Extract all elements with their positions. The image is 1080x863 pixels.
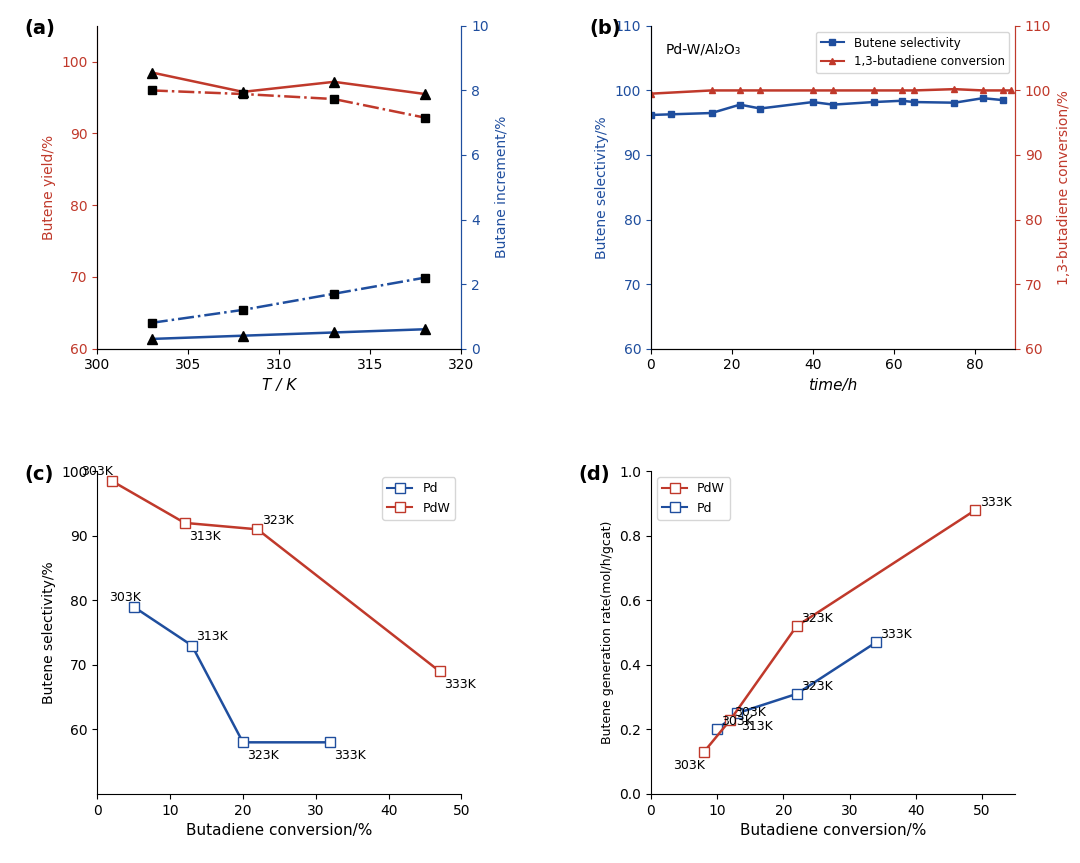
Legend: Pd, PdW: Pd, PdW bbox=[382, 477, 456, 520]
Text: 313K: 313K bbox=[741, 720, 773, 733]
Legend: PdW, Pd: PdW, Pd bbox=[657, 477, 730, 520]
Text: 313K: 313K bbox=[197, 630, 228, 643]
Y-axis label: Butane increment/%: Butane increment/% bbox=[495, 116, 509, 258]
Text: (c): (c) bbox=[25, 465, 54, 484]
Text: 303K: 303K bbox=[109, 591, 140, 604]
Text: 333K: 333K bbox=[444, 678, 475, 691]
Y-axis label: Butene selectivity/%: Butene selectivity/% bbox=[595, 116, 609, 259]
Text: (a): (a) bbox=[25, 20, 55, 39]
Y-axis label: Butene yield/%: Butene yield/% bbox=[41, 135, 55, 240]
X-axis label: time/h: time/h bbox=[809, 378, 858, 393]
Text: (d): (d) bbox=[578, 465, 610, 484]
Text: 333K: 333K bbox=[335, 749, 366, 762]
Y-axis label: Butene selectivity/%: Butene selectivity/% bbox=[41, 561, 55, 704]
Text: 303K: 303K bbox=[673, 759, 705, 772]
Text: 323K: 323K bbox=[247, 749, 279, 762]
Text: 303K: 303K bbox=[721, 715, 753, 728]
Text: Pd-W/Al₂O₃: Pd-W/Al₂O₃ bbox=[665, 42, 741, 56]
Text: 323K: 323K bbox=[800, 612, 833, 625]
Y-axis label: 1,3-butadiene conversion/%: 1,3-butadiene conversion/% bbox=[1057, 90, 1071, 285]
Text: 333K: 333K bbox=[980, 496, 1011, 509]
Text: 333K: 333K bbox=[880, 628, 912, 641]
Text: 323K: 323K bbox=[800, 680, 833, 693]
X-axis label: Butadiene conversion/%: Butadiene conversion/% bbox=[186, 823, 373, 838]
Legend: Butene selectivity, 1,3-butadiene conversion: Butene selectivity, 1,3-butadiene conver… bbox=[815, 32, 1010, 73]
Text: (b): (b) bbox=[589, 20, 621, 39]
Text: 303K: 303K bbox=[81, 465, 113, 478]
Y-axis label: Butene generation rate(mol/h/gcat): Butene generation rate(mol/h/gcat) bbox=[600, 521, 613, 744]
X-axis label: Butadiene conversion/%: Butadiene conversion/% bbox=[740, 823, 927, 838]
X-axis label: T / K: T / K bbox=[262, 378, 297, 393]
Text: 313K: 313K bbox=[189, 530, 220, 543]
Text: 303K: 303K bbox=[734, 706, 767, 719]
Text: 323K: 323K bbox=[261, 513, 294, 526]
